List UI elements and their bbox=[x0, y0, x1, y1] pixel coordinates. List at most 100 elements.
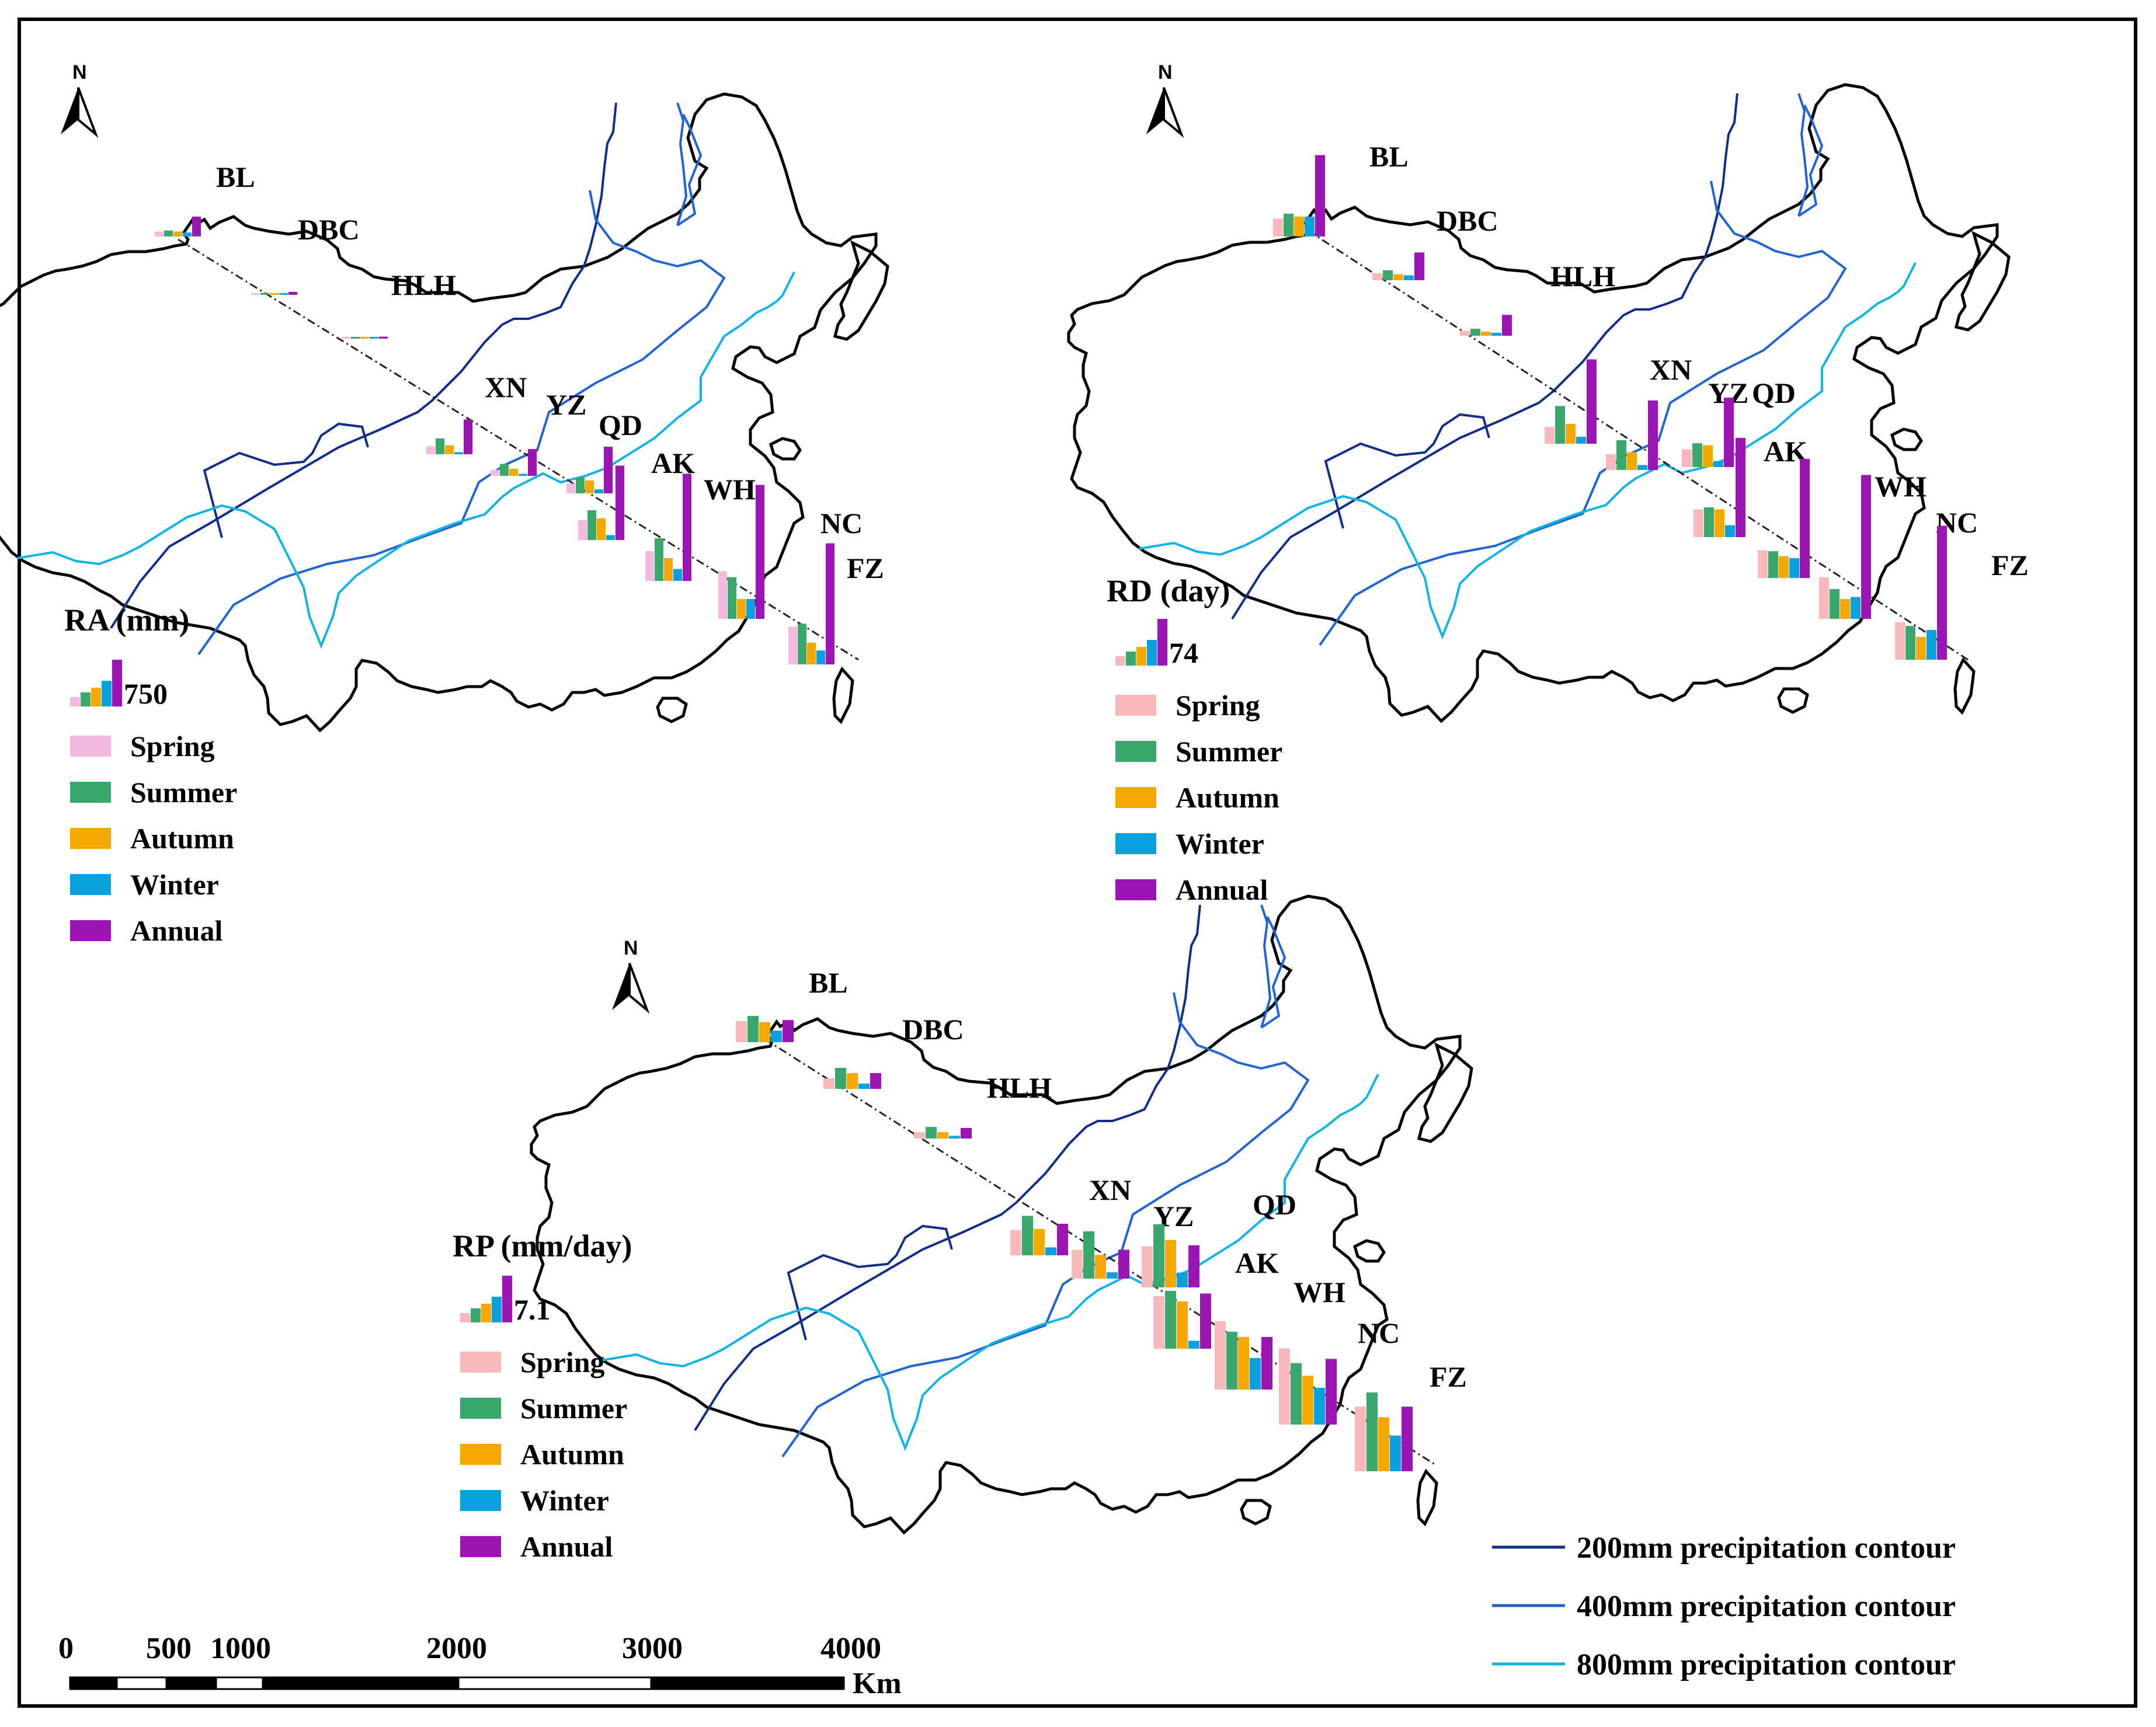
bar-bl-summer bbox=[747, 1016, 759, 1042]
station-hlh-bars bbox=[342, 336, 388, 339]
bar-yz-autumn bbox=[509, 469, 518, 476]
bar-bl-summer bbox=[164, 230, 173, 236]
station-fz-bars bbox=[788, 543, 834, 664]
bar-xn-spring bbox=[1010, 1230, 1021, 1255]
bar-hlh-annual bbox=[379, 336, 388, 339]
bar-yz-winter bbox=[1637, 465, 1647, 470]
bar-wh-summer bbox=[655, 538, 663, 581]
bar-qd-winter bbox=[1177, 1272, 1188, 1287]
bar-xn-summer bbox=[436, 438, 444, 454]
station-label-dbc: DBC bbox=[298, 213, 360, 246]
scale-tick-label: 3000 bbox=[622, 1632, 683, 1665]
bar-xn-winter bbox=[1576, 437, 1586, 444]
bar-nc-autumn bbox=[1302, 1376, 1313, 1425]
bar-fz-summer bbox=[1366, 1392, 1378, 1471]
figure-frame bbox=[18, 18, 2137, 1708]
bar-qd-summer bbox=[1692, 443, 1702, 467]
scale-unit: Km bbox=[853, 1667, 902, 1700]
station-yz-bars bbox=[1606, 401, 1658, 470]
bar-bl-annual bbox=[1315, 155, 1325, 236]
bar-wh-winter bbox=[673, 569, 682, 581]
legend-swatch-spring bbox=[460, 1352, 501, 1373]
bar-bl-spring bbox=[1273, 218, 1283, 236]
north-label: N bbox=[624, 937, 638, 959]
bar-fz-annual bbox=[826, 543, 834, 664]
bar-wh-autumn bbox=[1238, 1337, 1249, 1390]
station-fz-bars bbox=[1895, 525, 1947, 660]
bar-yz-summer bbox=[500, 464, 509, 476]
station-label-nc: NC bbox=[1358, 1317, 1400, 1349]
bar-nc-spring bbox=[1819, 577, 1829, 619]
station-wh-bars bbox=[645, 473, 691, 581]
reference-bar-winter bbox=[102, 681, 112, 706]
station-label-bl: BL bbox=[809, 966, 848, 999]
reference-bar-autumn bbox=[481, 1304, 491, 1322]
bar-dbc-autumn bbox=[270, 293, 279, 295]
bar-hlh-spring bbox=[342, 337, 350, 339]
bar-wh-annual bbox=[683, 473, 691, 581]
station-nc-bars bbox=[1279, 1348, 1337, 1425]
north-arrow-rp: N bbox=[611, 937, 648, 1011]
station-label-wh: WH bbox=[1875, 470, 1927, 503]
bar-fz-winter bbox=[1390, 1435, 1401, 1471]
reference-bar-annual bbox=[112, 660, 122, 706]
reference-bars bbox=[460, 1276, 512, 1322]
bar-dbc-summer bbox=[260, 293, 269, 295]
reference-bar-summer bbox=[1126, 652, 1136, 666]
bar-hlh-winter bbox=[370, 337, 378, 339]
bar-qd-summer bbox=[576, 477, 585, 493]
bar-qd-winter bbox=[594, 489, 603, 493]
bar-dbc-spring bbox=[823, 1078, 834, 1089]
north-label: N bbox=[72, 61, 87, 83]
station-qd-bars bbox=[566, 447, 613, 493]
bar-wh-annual bbox=[1800, 459, 1810, 578]
bar-hlh-autumn bbox=[360, 337, 369, 339]
bar-fz-autumn bbox=[1916, 636, 1926, 660]
reference-value: 74 bbox=[1169, 636, 1198, 669]
bar-dbc-summer bbox=[1383, 270, 1393, 280]
station-label-fz: FZ bbox=[1991, 549, 2029, 582]
scale-segment bbox=[116, 1676, 168, 1690]
bar-wh-winter bbox=[1789, 558, 1799, 578]
station-bl-bars bbox=[1273, 155, 1325, 236]
bar-hlh-summer bbox=[926, 1127, 937, 1138]
legend-swatch-annual bbox=[70, 920, 111, 941]
transect-line-ra bbox=[178, 238, 859, 661]
bar-qd-spring bbox=[1142, 1246, 1153, 1287]
bar-yz-summer bbox=[1083, 1231, 1094, 1279]
bar-hlh-annual bbox=[1502, 315, 1512, 336]
bar-qd-annual bbox=[604, 447, 613, 493]
scale-tick-label: 2000 bbox=[426, 1632, 487, 1665]
bar-qd-autumn bbox=[1165, 1240, 1176, 1287]
bar-ak-summer bbox=[1704, 507, 1714, 537]
bar-yz-spring bbox=[491, 469, 499, 476]
station-label-dbc: DBC bbox=[1437, 204, 1498, 237]
bar-dbc-winter bbox=[1404, 275, 1414, 280]
legend-swatch-annual bbox=[1115, 879, 1156, 900]
station-dbc-bars bbox=[251, 291, 297, 295]
bar-ak-winter bbox=[1188, 1340, 1199, 1349]
bar-wh-spring bbox=[645, 551, 654, 581]
station-wh-bars bbox=[1215, 1321, 1272, 1390]
legend-label-autumn: Autumn bbox=[1176, 781, 1279, 814]
bar-xn-annual bbox=[1587, 359, 1597, 444]
bar-bl-autumn bbox=[173, 231, 182, 236]
station-label-wh: WH bbox=[704, 473, 756, 506]
legend-label-winter: Winter bbox=[1176, 827, 1264, 860]
bar-dbc-autumn bbox=[847, 1073, 858, 1089]
station-label-hlh: HLH bbox=[1550, 260, 1615, 293]
reference-bar-annual bbox=[502, 1276, 512, 1322]
bar-hlh-autumn bbox=[1481, 332, 1491, 336]
station-bl-bars bbox=[155, 217, 201, 236]
station-label-nc: NC bbox=[820, 507, 863, 539]
scale-segment bbox=[215, 1676, 264, 1690]
legend-label-summer: Summer bbox=[130, 776, 237, 809]
bar-nc-spring bbox=[718, 571, 727, 619]
legend-label-summer: Summer bbox=[520, 1392, 627, 1425]
bar-nc-spring bbox=[1279, 1348, 1290, 1425]
bar-hlh-winter bbox=[949, 1136, 960, 1138]
